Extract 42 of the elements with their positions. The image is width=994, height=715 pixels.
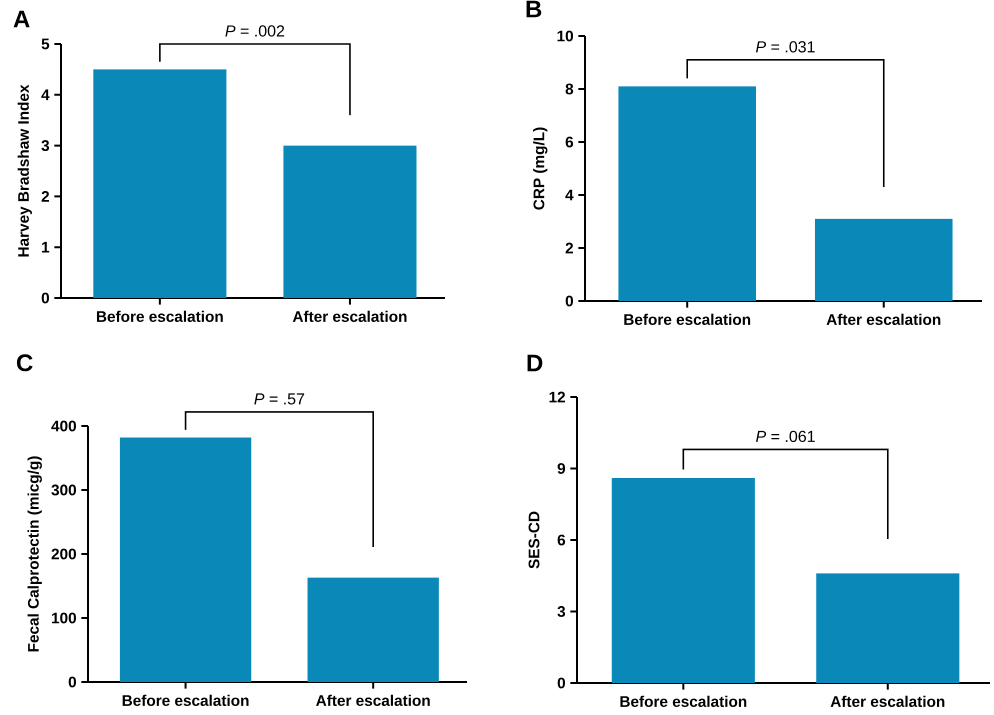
y-tick-label: 2 bbox=[566, 242, 574, 254]
y-tick-label: 4 bbox=[41, 90, 50, 100]
y-tick-label: 10 bbox=[558, 30, 574, 42]
chart-title: B bbox=[526, 0, 542, 18]
annotation: P = .031 bbox=[756, 41, 815, 52]
y-tick-label: 9 bbox=[558, 463, 566, 474]
y-tick-label: 300 bbox=[51, 484, 76, 496]
y-tick-label: 200 bbox=[52, 548, 76, 560]
y-axis-title: Harvey Bradshaw Index bbox=[18, 84, 32, 256]
text: P = .002 bbox=[225, 25, 284, 37]
chart-title: C bbox=[16, 354, 33, 372]
y-tick-label: 0 bbox=[42, 292, 50, 304]
y-tick-label: 1 bbox=[42, 242, 50, 252]
y-tick-label: 3 bbox=[557, 606, 566, 617]
y-tick-label: 12 bbox=[550, 392, 566, 402]
chart-title: D bbox=[528, 354, 542, 372]
x-tick-label: After escalation bbox=[830, 696, 944, 707]
y-tick-label: 100 bbox=[52, 612, 76, 624]
x-tick-label: After escalation bbox=[316, 694, 430, 706]
x-tick-label: Before escalation bbox=[624, 314, 750, 325]
y-tick-label: 0 bbox=[558, 678, 566, 688]
x-tick-label: Before escalation bbox=[122, 694, 248, 706]
y-axis-title: Fecal Calprotectin (micg/g) bbox=[28, 456, 42, 652]
y-tick-label: 8 bbox=[566, 84, 574, 94]
text: P = .57 bbox=[254, 393, 304, 405]
x-tick-label: After escalation bbox=[826, 314, 940, 325]
y-tick-label: 4 bbox=[565, 190, 574, 200]
x-tick-label: Before escalation bbox=[96, 310, 223, 322]
x-tick-label: After escalation bbox=[292, 310, 406, 322]
y-tick-label: 6 bbox=[566, 136, 574, 148]
y-tick-label: 3 bbox=[41, 140, 50, 152]
chart-title: A bbox=[14, 10, 30, 28]
y-tick-label: 0 bbox=[566, 296, 574, 306]
y-tick-label: 2 bbox=[42, 191, 50, 202]
y-axis-title: CRP (mg/L) bbox=[533, 128, 548, 210]
y-tick-label: 400 bbox=[51, 420, 76, 432]
y-tick-label: 6 bbox=[558, 534, 566, 546]
x-tick-label: Before escalation bbox=[620, 696, 746, 707]
y-tick-label: 5 bbox=[42, 38, 50, 50]
y-tick-label: 0 bbox=[68, 676, 76, 688]
y-axis-title: SES-CD bbox=[528, 512, 540, 569]
annotation: P = .061 bbox=[756, 430, 815, 442]
